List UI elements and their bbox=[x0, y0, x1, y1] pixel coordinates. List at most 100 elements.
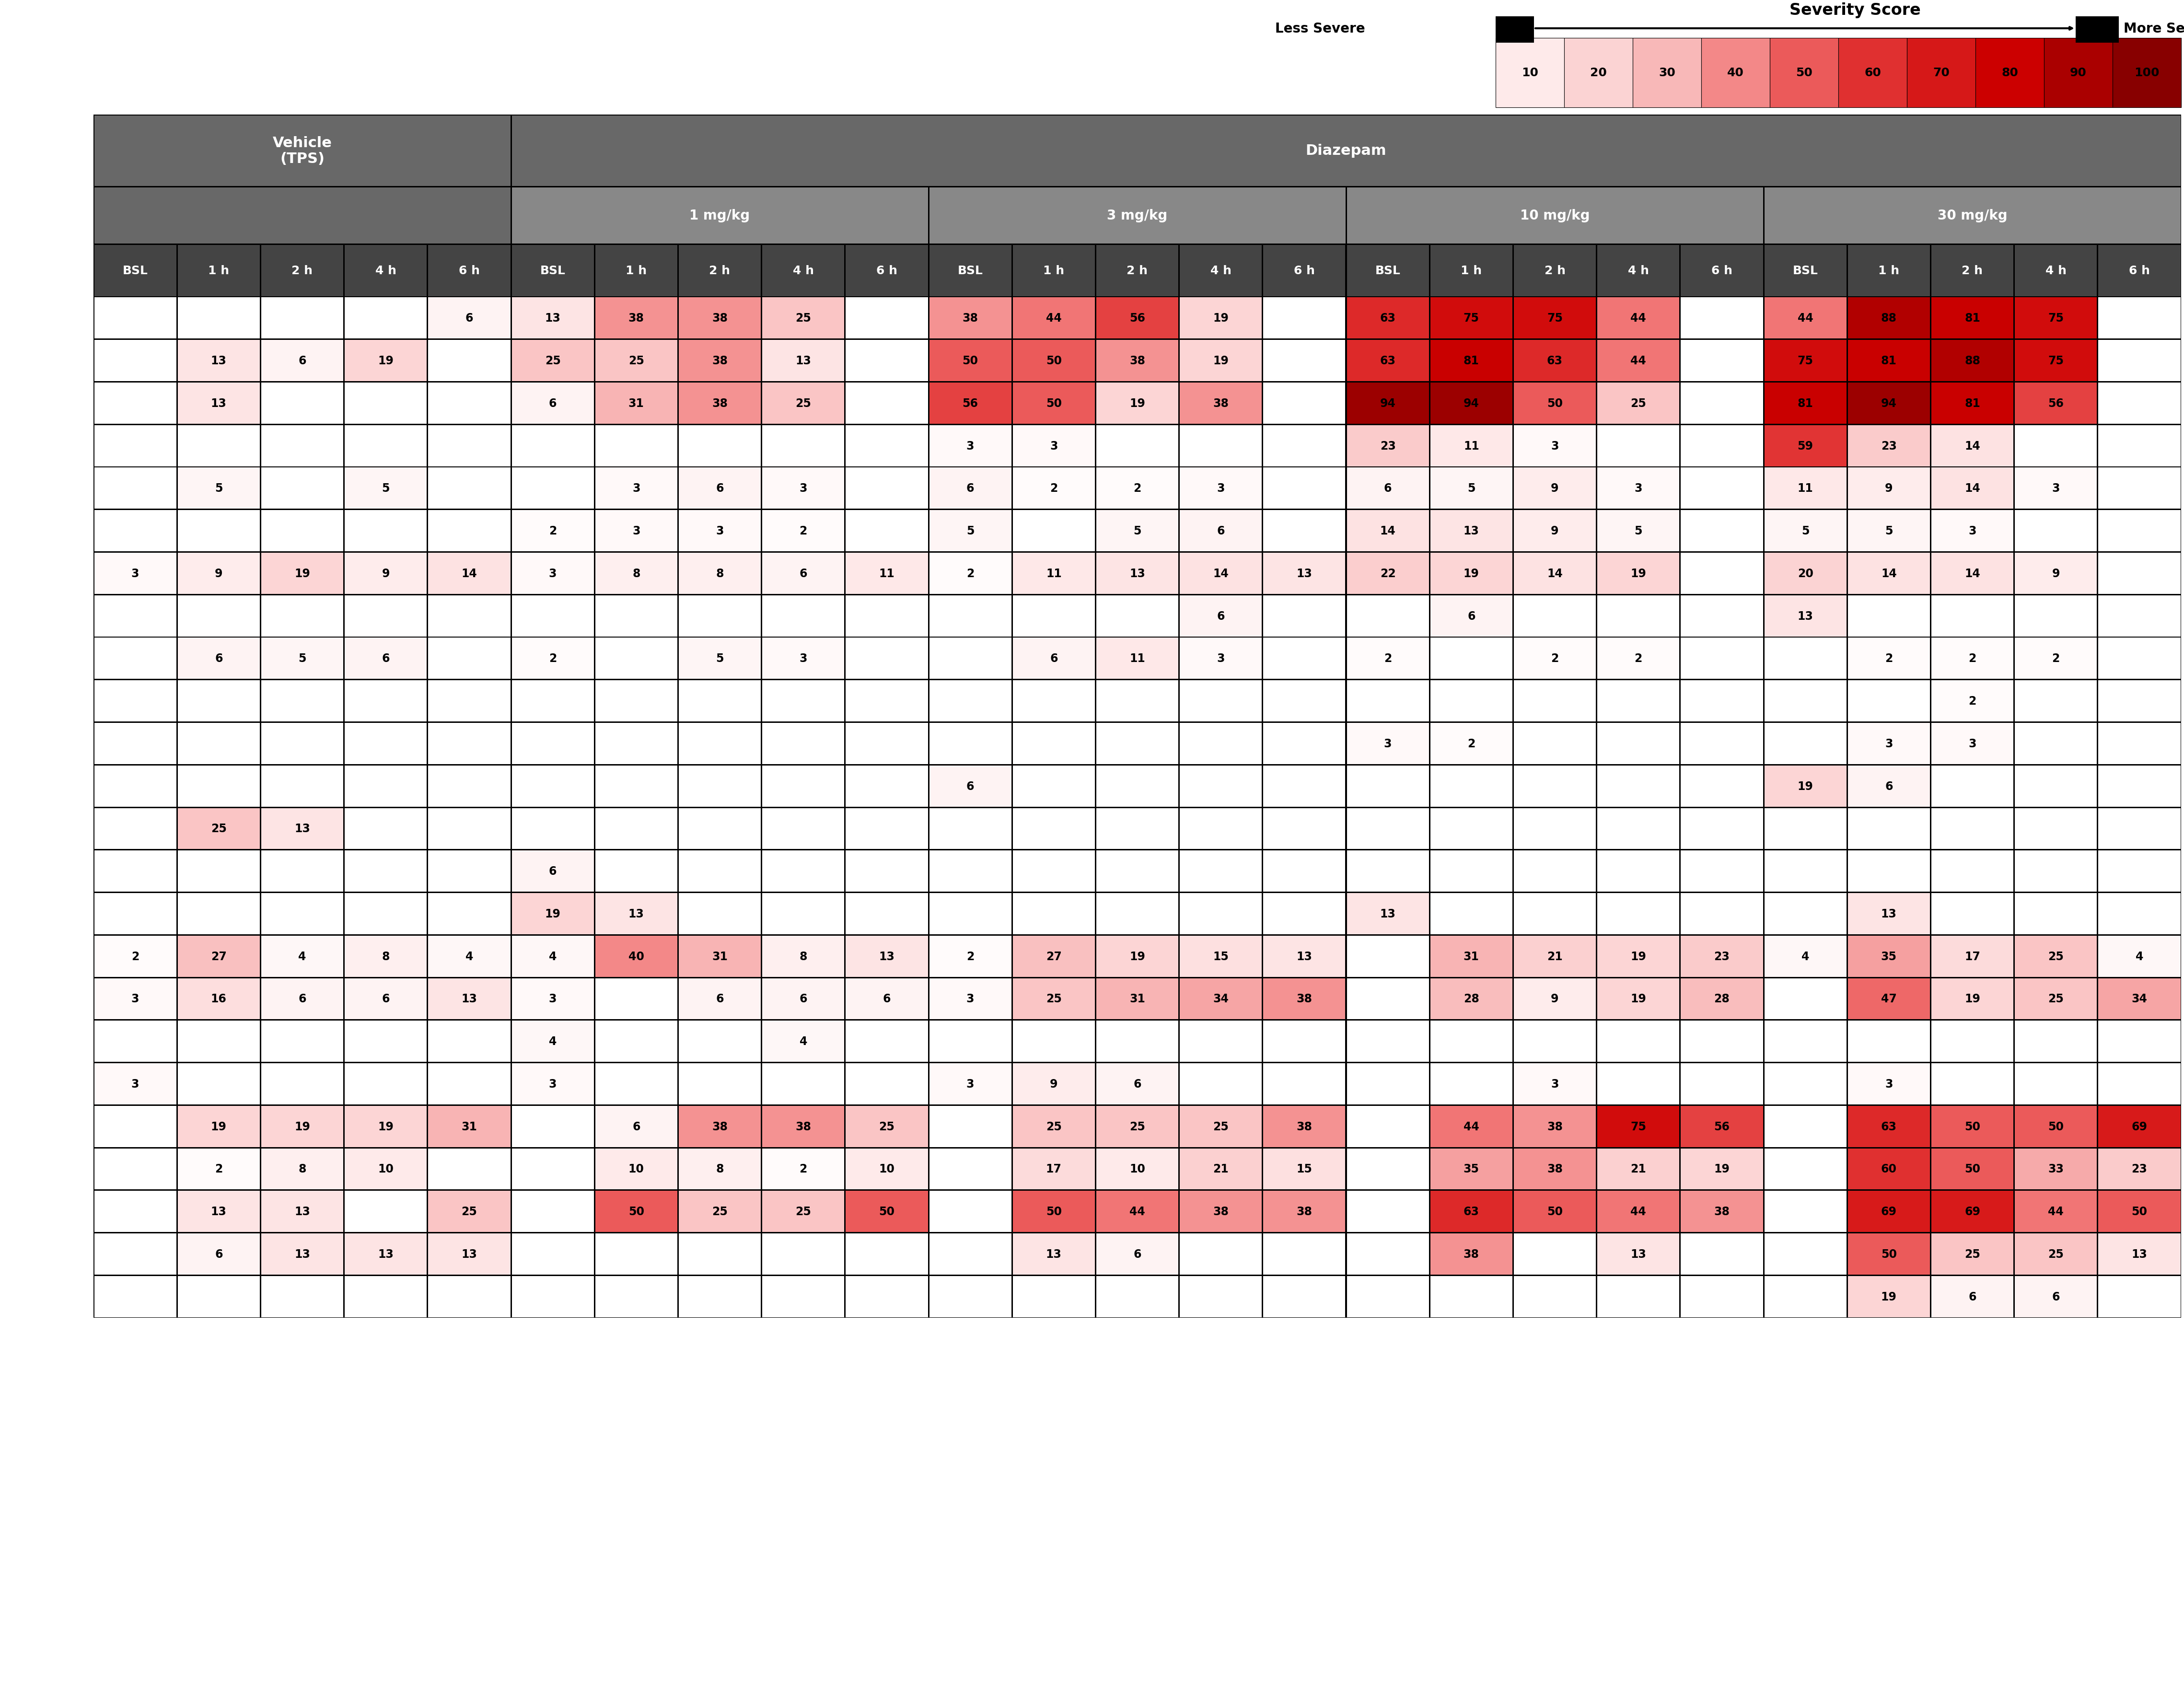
Bar bbox=[845, 807, 928, 850]
Bar bbox=[177, 724, 260, 765]
Text: 3: 3 bbox=[1216, 652, 1225, 664]
Bar bbox=[511, 596, 594, 637]
Bar bbox=[262, 246, 343, 297]
Text: 6 h: 6 h bbox=[1712, 265, 1732, 277]
Bar bbox=[511, 978, 594, 1019]
Bar bbox=[1013, 596, 1094, 637]
Bar bbox=[1634, 38, 1701, 108]
Bar bbox=[1431, 1149, 1511, 1190]
Bar bbox=[2099, 766, 2180, 807]
Bar bbox=[1096, 297, 1179, 340]
Bar bbox=[1931, 1191, 2014, 1232]
Text: 2 h: 2 h bbox=[293, 265, 312, 277]
Text: 19: 19 bbox=[1129, 951, 1144, 963]
Text: 10: 10 bbox=[378, 1162, 393, 1174]
Bar bbox=[2099, 1021, 2180, 1062]
Bar bbox=[177, 382, 260, 423]
Text: 3 mg/kg: 3 mg/kg bbox=[1107, 208, 1168, 222]
Text: 81: 81 bbox=[1463, 355, 1479, 367]
Bar bbox=[428, 850, 511, 891]
Bar bbox=[845, 638, 928, 679]
Text: 3: 3 bbox=[965, 993, 974, 1005]
Text: 2: 2 bbox=[1051, 483, 1057, 495]
Bar bbox=[1013, 1191, 1094, 1232]
Text: 75: 75 bbox=[1546, 312, 1564, 324]
Text: 25: 25 bbox=[629, 355, 644, 367]
Bar bbox=[428, 978, 511, 1019]
Bar bbox=[762, 978, 845, 1019]
Bar bbox=[845, 425, 928, 466]
Bar bbox=[1765, 1277, 1845, 1318]
Bar bbox=[94, 681, 177, 722]
Bar bbox=[1682, 297, 1762, 340]
Bar bbox=[345, 425, 426, 466]
Text: 8: 8 bbox=[299, 1162, 306, 1174]
Bar bbox=[428, 681, 511, 722]
Bar bbox=[1179, 596, 1262, 637]
Bar bbox=[1931, 638, 2014, 679]
Text: 34: 34 bbox=[2132, 993, 2147, 1005]
Bar bbox=[1013, 681, 1094, 722]
Bar bbox=[1262, 807, 1345, 850]
Text: 5: 5 bbox=[1468, 483, 1474, 495]
Text: 14: 14 bbox=[461, 568, 476, 579]
Text: 3: 3 bbox=[1551, 440, 1559, 452]
Bar bbox=[345, 1149, 426, 1190]
Text: 19: 19 bbox=[1463, 568, 1479, 579]
Bar bbox=[345, 638, 426, 679]
Bar bbox=[1096, 766, 1179, 807]
Text: 35: 35 bbox=[1463, 1162, 1479, 1174]
Bar bbox=[1348, 1277, 1428, 1318]
Bar bbox=[262, 425, 343, 466]
Bar bbox=[511, 724, 594, 765]
Text: 5: 5 bbox=[214, 483, 223, 495]
Bar bbox=[1848, 766, 1931, 807]
Bar bbox=[428, 1277, 511, 1318]
Text: 47: 47 bbox=[1880, 993, 1896, 1005]
Bar bbox=[762, 382, 845, 423]
Bar bbox=[845, 382, 928, 423]
Bar bbox=[1013, 340, 1094, 381]
Text: 19: 19 bbox=[1129, 398, 1144, 410]
Bar bbox=[1514, 297, 1597, 340]
Bar bbox=[177, 425, 260, 466]
Bar bbox=[2016, 382, 2097, 423]
Text: 6: 6 bbox=[382, 993, 389, 1005]
Bar bbox=[2099, 807, 2180, 850]
Text: 2: 2 bbox=[214, 1162, 223, 1174]
Text: 19: 19 bbox=[295, 568, 310, 579]
Text: 4: 4 bbox=[299, 951, 306, 963]
Text: 13: 13 bbox=[795, 355, 810, 367]
Text: 4: 4 bbox=[799, 1036, 808, 1046]
Text: 5: 5 bbox=[1133, 526, 1142, 536]
Bar bbox=[928, 425, 1011, 466]
Bar bbox=[1765, 935, 1845, 976]
Text: 13: 13 bbox=[878, 951, 895, 963]
Bar bbox=[762, 724, 845, 765]
Text: 10: 10 bbox=[629, 1162, 644, 1174]
Bar bbox=[511, 510, 594, 551]
Bar bbox=[1765, 850, 1845, 891]
Bar bbox=[1931, 1149, 2014, 1190]
Bar bbox=[1514, 681, 1597, 722]
Bar bbox=[177, 1234, 260, 1275]
Bar bbox=[2099, 468, 2180, 509]
Text: 69: 69 bbox=[1963, 1205, 1981, 1217]
Bar bbox=[762, 807, 845, 850]
Bar bbox=[1431, 724, 1511, 765]
Bar bbox=[1262, 1277, 1345, 1318]
Text: 13: 13 bbox=[1297, 951, 1313, 963]
Bar bbox=[2016, 246, 2097, 297]
Bar bbox=[2016, 807, 2097, 850]
Text: 10: 10 bbox=[1129, 1162, 1144, 1174]
Bar bbox=[1765, 382, 1845, 423]
Bar bbox=[345, 978, 426, 1019]
Bar bbox=[596, 807, 677, 850]
Bar bbox=[94, 1021, 177, 1062]
Bar bbox=[1597, 246, 1679, 297]
Bar bbox=[1931, 1106, 2014, 1147]
Text: 1 h: 1 h bbox=[625, 265, 646, 277]
Bar bbox=[762, 1234, 845, 1275]
Bar bbox=[1262, 935, 1345, 976]
Bar bbox=[1848, 850, 1931, 891]
